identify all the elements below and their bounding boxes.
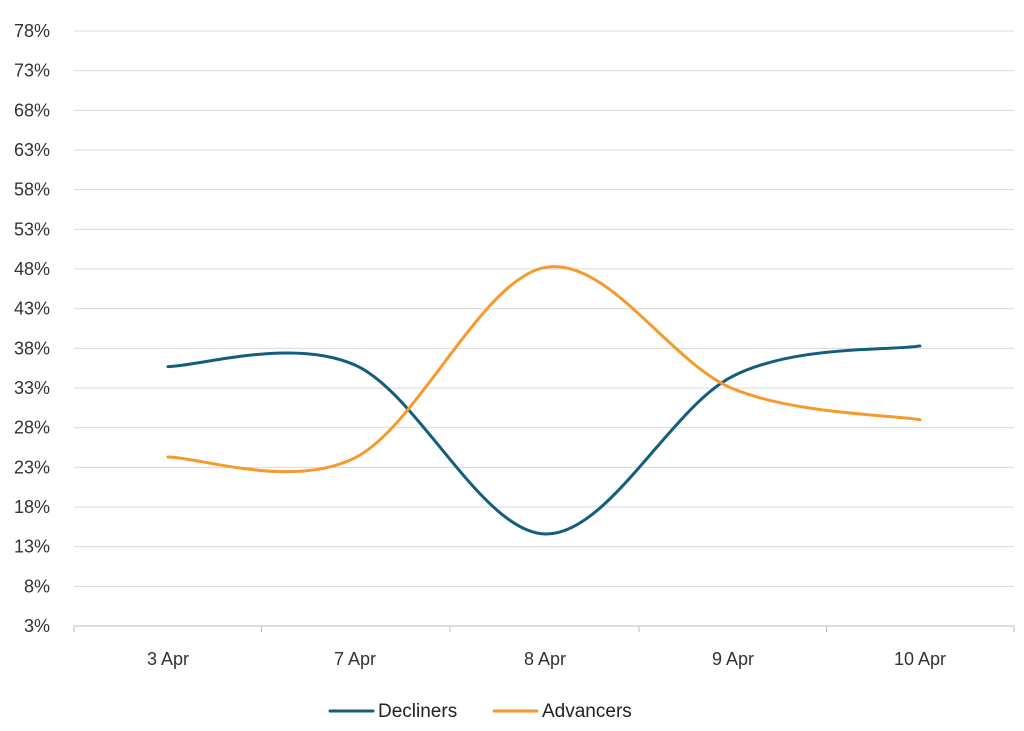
y-tick-label: 33% — [14, 378, 50, 398]
x-axis: 3 Apr 7 Apr 8 Apr 9 Apr 10 Apr — [73, 625, 1015, 669]
legend-item-advancers: Advancers — [492, 701, 632, 722]
y-tick-label: 78% — [14, 21, 50, 41]
y-tick-label: 63% — [14, 140, 50, 160]
series-line-advancers — [166, 265, 922, 474]
y-tick-label: 28% — [14, 418, 50, 438]
series-line-decliners — [166, 344, 922, 536]
legend-item-decliners: Decliners — [328, 701, 457, 722]
y-axis: 3% 8% 13% 18% 23% 28% 33% 38% 43% 48% 53% 58% 63% 68%… — [14, 21, 50, 636]
y-tick-label: 8% — [24, 576, 50, 596]
x-tick-label: 9 Apr — [712, 649, 754, 669]
y-tick-label: 18% — [14, 497, 50, 517]
y-tick-label: 58% — [14, 180, 50, 200]
y-tick-label: 48% — [14, 259, 50, 279]
y-tick-label: 43% — [14, 299, 50, 319]
legend-label: Decliners — [378, 701, 457, 722]
x-tick-label: 3 Apr — [147, 649, 189, 669]
x-tick-label: 8 Apr — [524, 649, 566, 669]
x-tick-label: 10 Apr — [894, 649, 946, 669]
y-tick-label: 38% — [14, 338, 50, 358]
legend-label: Advancers — [542, 701, 632, 722]
y-tick-label: 68% — [14, 100, 50, 120]
y-tick-label: 3% — [24, 616, 50, 636]
y-tick-label: 23% — [14, 457, 50, 477]
y-tick-label: 73% — [14, 61, 50, 81]
grid — [74, 30, 1014, 587]
y-tick-label: 13% — [14, 537, 50, 557]
plot-area — [166, 265, 922, 536]
y-tick-label: 53% — [14, 219, 50, 239]
legend: Decliners Advancers — [328, 701, 632, 722]
x-tick-label: 7 Apr — [334, 649, 376, 669]
